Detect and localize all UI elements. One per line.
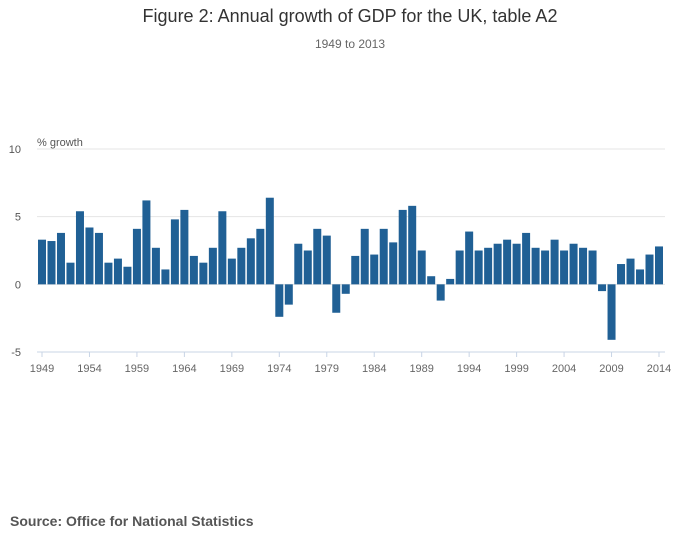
bar-1994 (465, 231, 474, 285)
x-tick-label: 1964 (172, 363, 196, 375)
bar-1979 (322, 235, 331, 285)
bar-2009 (607, 284, 616, 340)
bar-1985 (379, 228, 388, 285)
bar-2003 (550, 239, 559, 285)
bar-1988 (408, 205, 417, 285)
bar-2000 (522, 232, 531, 285)
bar-1973 (265, 197, 274, 285)
bar-1987 (398, 209, 407, 285)
y-tick-label: 5 (15, 212, 21, 224)
y-tick-label: 10 (9, 144, 21, 156)
bar-2008 (598, 284, 607, 292)
bar-1993 (455, 250, 464, 285)
x-tick-label: 1984 (362, 363, 386, 375)
bar-1951 (56, 232, 65, 285)
bar-2002 (541, 250, 550, 285)
bar-1967 (208, 247, 217, 285)
bar-1952 (66, 262, 75, 285)
bar-1995 (474, 250, 483, 285)
bar-1949 (38, 239, 46, 285)
x-tick-label: 1994 (457, 363, 481, 375)
bar-1986 (389, 242, 398, 285)
chart-title: Figure 2: Annual growth of GDP for the U… (142, 6, 558, 26)
bar-1954 (85, 227, 94, 285)
bar-1980 (332, 284, 341, 313)
bar-1961 (151, 247, 160, 285)
bar-1962 (161, 269, 170, 285)
bar-1982 (351, 255, 360, 285)
x-tick-label: 2004 (552, 363, 576, 375)
bar-1990 (427, 276, 436, 285)
bar-2004 (560, 250, 569, 285)
bar-1963 (170, 219, 179, 285)
y-tick-label: 0 (15, 279, 21, 291)
x-tick-label: 1969 (220, 363, 244, 375)
y-tick-label: -5 (11, 347, 21, 359)
bar-1998 (503, 239, 512, 285)
bar-1999 (512, 243, 521, 285)
bar-2001 (531, 247, 540, 285)
bar-1991 (436, 284, 445, 301)
bar-1966 (199, 262, 208, 285)
bar-1971 (246, 238, 255, 285)
bar-1984 (370, 254, 379, 285)
bar-2012 (636, 269, 645, 285)
bar-1989 (417, 250, 426, 285)
bar-1958 (123, 266, 132, 285)
source-note: Source: Office for National Statistics (10, 513, 254, 529)
bar-1978 (313, 228, 322, 285)
chart-subtitle: 1949 to 2013 (314, 37, 386, 51)
x-tick-label: 1954 (77, 363, 101, 375)
x-tick-label: 1974 (267, 363, 291, 375)
bar-1953 (75, 211, 84, 285)
bar-1965 (189, 255, 198, 285)
bar-2013 (645, 254, 654, 285)
bar-1950 (47, 241, 56, 285)
bar-1977 (303, 250, 312, 285)
bar-1959 (132, 228, 141, 285)
bar-2007 (588, 250, 597, 285)
bar-2010 (617, 264, 626, 285)
bar-1969 (227, 258, 236, 285)
bar-1992 (446, 278, 455, 285)
x-tick-label: 1959 (125, 363, 149, 375)
x-tick-label: 1979 (315, 363, 339, 375)
bar-1974 (275, 284, 284, 317)
x-tick-label: 1989 (409, 363, 433, 375)
bar-2005 (569, 243, 578, 285)
bar-1964 (180, 209, 189, 285)
bar-1960 (142, 200, 151, 285)
bar-1996 (484, 247, 493, 285)
bar-1968 (218, 211, 227, 285)
bar-1997 (493, 243, 502, 285)
bar-1956 (104, 262, 113, 285)
bar-1983 (360, 228, 369, 285)
x-tick-label: 2009 (599, 363, 623, 375)
y-axis-label: % growth (37, 137, 83, 149)
bar-1981 (341, 284, 350, 294)
x-tick-label: 1999 (504, 363, 528, 375)
bar-2006 (579, 247, 588, 285)
bar-1976 (294, 243, 303, 285)
bar-1975 (284, 284, 293, 305)
x-tick-label: 1949 (30, 363, 54, 375)
bar-1957 (113, 258, 122, 285)
bar-2011 (626, 258, 635, 285)
bar-1955 (94, 232, 103, 285)
bar-2014 (655, 246, 663, 285)
bar-1970 (237, 247, 246, 285)
bar-1972 (256, 228, 265, 285)
x-tick-label: 2014 (647, 363, 671, 375)
